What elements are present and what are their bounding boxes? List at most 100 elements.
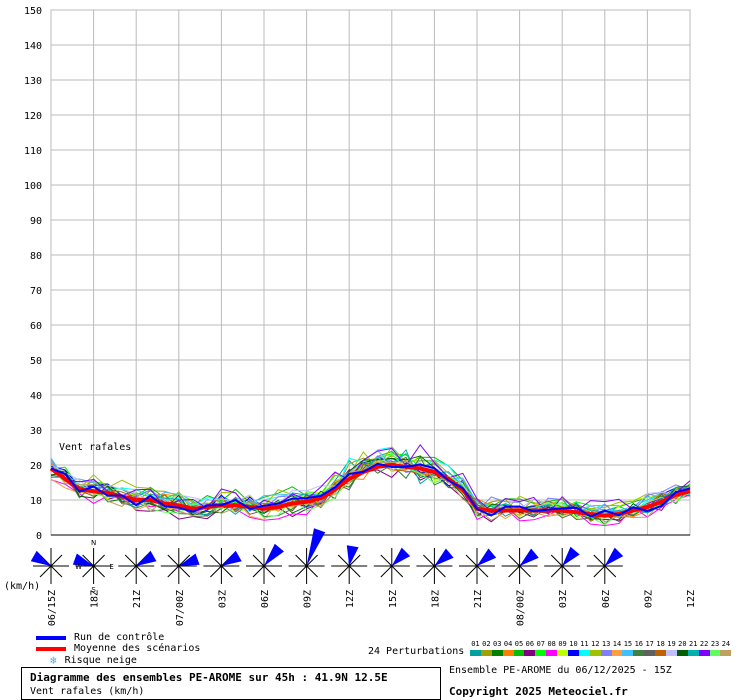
y-tick-label: 20 <box>30 461 42 472</box>
wind-direction-icon <box>391 547 411 566</box>
wind-direction-icon <box>306 528 326 566</box>
perturbation-swatch <box>676 650 688 656</box>
perturbation-swatch <box>491 650 503 656</box>
perturbation-swatch <box>633 650 645 656</box>
y-tick-label: 0 <box>36 531 42 542</box>
x-tick-label: 12Z <box>345 590 356 608</box>
perturbation-number: 22 <box>699 640 709 648</box>
perturbation-swatch <box>720 650 732 656</box>
legend-snow: ❄ Risque neige <box>36 654 137 667</box>
perturbation-number: 02 <box>482 640 491 648</box>
diagram-title: Diagramme des ensembles PE-AROME sur 45h… <box>30 671 388 684</box>
perturbation-number: 21 <box>689 640 698 648</box>
perturbation-number: 19 <box>667 640 676 648</box>
perturbation-number: 23 <box>710 640 720 648</box>
x-tick-label: 21Z <box>132 590 143 608</box>
perturbation-swatch <box>666 650 677 656</box>
y-tick-label: 90 <box>30 216 42 227</box>
wind-direction-icon <box>434 548 454 566</box>
x-tick-label: 18Z <box>90 590 101 608</box>
x-tick-label: 08/00Z <box>516 590 527 626</box>
legend-mean: Moyenne des scénarios <box>36 643 200 654</box>
perturbation-swatches <box>470 650 732 656</box>
perturbation-number: 07 <box>536 640 545 648</box>
perturbation-swatch <box>513 650 525 656</box>
wind-direction-icon <box>562 546 580 566</box>
y-tick-label: 40 <box>30 391 42 402</box>
y-tick-label: 100 <box>24 181 42 192</box>
x-tick-label: 06Z <box>601 590 612 608</box>
y-tick-label: 60 <box>30 321 42 332</box>
perturbation-number: 14 <box>612 640 622 648</box>
legend-control: Run de contrôle <box>36 632 164 643</box>
wind-direction-icon <box>519 548 539 566</box>
perturbation-swatch <box>480 650 492 656</box>
perturbation-swatch <box>687 650 699 656</box>
perturbation-swatch <box>655 650 667 656</box>
perturbation-swatch <box>502 650 514 656</box>
x-tick-label: 09Z <box>303 590 314 608</box>
x-tick-label: 03Z <box>217 590 228 608</box>
wind-direction-icons: N W E S <box>30 528 624 594</box>
y-tick-label: 30 <box>30 426 42 437</box>
wind-rose-letter: N <box>91 539 96 547</box>
x-tick-label: 06Z <box>260 590 271 608</box>
y-tick-label: 140 <box>24 41 42 52</box>
perturbation-number: 13 <box>601 640 611 648</box>
perturbation-swatch <box>698 650 710 656</box>
diagram-subtitle: Vent rafales (km/h) <box>30 686 145 697</box>
wind-direction-icon <box>136 550 157 566</box>
perturbation-number: 03 <box>493 640 502 648</box>
wind-direction-icon <box>30 550 51 566</box>
perturbation-swatch <box>644 650 656 656</box>
ensemble-chart: 0 10 20 30 40 50 60 70 80 90 100 110 120 130 140 150 Ve… <box>4 6 697 626</box>
x-tick-label: 07/00Z <box>175 590 186 626</box>
perturbation-number: 08 <box>547 640 556 648</box>
perturbation-swatch <box>568 650 579 656</box>
perturbation-number: 12 <box>591 640 600 648</box>
chart-grid <box>50 9 691 536</box>
perturbation-number: 11 <box>580 640 589 648</box>
perturbation-number: 05 <box>514 640 524 648</box>
y-tick-label: 50 <box>30 356 42 367</box>
wind-direction-icon <box>346 545 359 566</box>
legend-snow-label: Risque neige <box>64 655 137 666</box>
mean-swatch <box>36 646 66 651</box>
x-tick-label: 06/15Z <box>47 590 58 626</box>
wind-direction-icon <box>221 550 242 566</box>
perturbation-number: 15 <box>623 640 633 648</box>
y-tick-label: 10 <box>30 496 42 507</box>
perturbation-swatch <box>546 650 558 656</box>
snowflake-icon: ❄ <box>50 654 57 667</box>
control-line-group <box>50 462 691 518</box>
perturbation-swatch <box>622 650 634 656</box>
perturbation-numbers: 01 02 03 04 05 06 07 08 09 10 11 12 13 14 15 16 17 18 19 20… <box>470 640 731 648</box>
perturbation-swatch <box>524 650 536 656</box>
x-tick-labels: 06/15Z 18Z 21Z 07/00Z 03Z 06Z 09Z 12Z 15Z 18Z 21Z 0… <box>47 590 697 626</box>
perturbation-count: 24 Perturbations <box>368 646 465 657</box>
wind-direction-icon <box>178 553 200 566</box>
x-tick-label: 09Z <box>643 590 654 608</box>
series-label: Vent rafales <box>59 442 131 453</box>
control-swatch <box>36 635 66 640</box>
y-tick-label: 70 <box>30 286 42 297</box>
x-tick-label: 12Z <box>686 590 697 608</box>
perturbation-swatch <box>709 650 721 656</box>
perturbation-line <box>51 448 691 516</box>
wind-rose-letter: E <box>109 563 113 571</box>
perturbation-swatch <box>470 650 481 656</box>
unit-label: (km/h) <box>4 581 40 592</box>
perturbation-number: 20 <box>678 640 687 648</box>
y-tick-label: 150 <box>24 6 42 17</box>
perturbation-number: 16 <box>634 640 644 648</box>
perturbation-number: 17 <box>645 640 654 648</box>
perturbation-number: 18 <box>656 640 665 648</box>
perturbation-number: 06 <box>525 640 535 648</box>
perturbation-swatch <box>600 650 612 656</box>
perturbation-swatch <box>578 650 590 656</box>
perturbation-number: 01 <box>471 640 480 648</box>
perturbation-swatch <box>557 650 569 656</box>
x-tick-label: 18Z <box>430 590 441 608</box>
copyright: Copyright 2025 Meteociel.fr <box>449 685 628 698</box>
wind-rose-letter: W <box>75 563 82 571</box>
